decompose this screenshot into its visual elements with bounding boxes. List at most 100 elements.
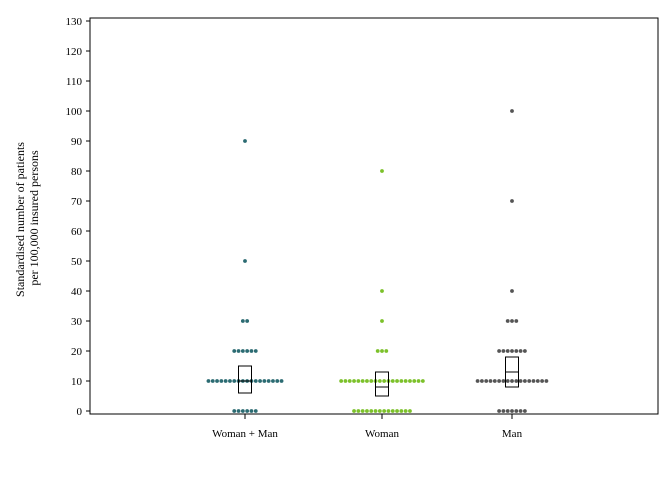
- data-point: [514, 379, 519, 383]
- data-point: [523, 379, 527, 383]
- data-point: [380, 289, 384, 293]
- data-point: [339, 379, 344, 383]
- data-point: [369, 409, 374, 413]
- data-point: [271, 379, 275, 383]
- data-point: [399, 379, 404, 383]
- data-point: [540, 379, 544, 383]
- data-point: [380, 169, 384, 173]
- data-point: [219, 379, 224, 383]
- data-point: [228, 379, 232, 383]
- data-point: [488, 379, 493, 383]
- y-axis: 0 10 20 30 40 50 60 70 80 90 100 110 120 130: [66, 16, 90, 418]
- data-point: [352, 409, 356, 413]
- data-point: [505, 349, 510, 353]
- data-point: [531, 379, 536, 383]
- x-tick-label: Man: [502, 428, 523, 440]
- y-tick-label: 0: [77, 406, 83, 418]
- data-point: [390, 409, 395, 413]
- series-group: [206, 139, 284, 413]
- data-point: [510, 289, 514, 293]
- data-point: [249, 349, 254, 353]
- series-group: [339, 169, 425, 413]
- data-point: [518, 349, 523, 353]
- y-tick-label: 70: [71, 196, 83, 208]
- data-point: [523, 349, 527, 353]
- data-point: [412, 379, 417, 383]
- data-point: [243, 139, 247, 143]
- data-point: [232, 409, 237, 413]
- data-point: [343, 379, 348, 383]
- plot-area-frame: [89, 17, 659, 415]
- data-point: [262, 379, 267, 383]
- data-point: [497, 409, 501, 413]
- data-point: [523, 409, 527, 413]
- data-point: [510, 319, 514, 323]
- data-point: [375, 349, 380, 353]
- y-axis-title: Standardised number of patients per 100,…: [13, 139, 41, 297]
- y-tick-label: 120: [66, 46, 83, 58]
- data-point: [210, 379, 215, 383]
- data-point: [373, 409, 378, 413]
- data-point: [377, 379, 382, 383]
- data-point: [382, 409, 387, 413]
- y-tick-label: 110: [66, 76, 83, 88]
- data-point: [527, 379, 532, 383]
- y-tick-label: 40: [71, 286, 83, 298]
- data-point: [390, 379, 395, 383]
- data-point: [505, 409, 510, 413]
- x-tick-label: Woman: [365, 428, 399, 440]
- data-point: [253, 349, 258, 353]
- data-point: [399, 409, 404, 413]
- data-point: [505, 379, 510, 383]
- y-axis-title-line-2: per 100,000 insured persons: [27, 150, 41, 286]
- data-point: [395, 409, 399, 413]
- box-iqr: [375, 371, 389, 397]
- data-point: [275, 379, 280, 383]
- data-point: [360, 379, 365, 383]
- data-point: [514, 409, 519, 413]
- y-tick-label: 20: [71, 346, 83, 358]
- data-point: [386, 409, 391, 413]
- data-point: [510, 109, 514, 113]
- data-point: [245, 319, 250, 323]
- data-point: [497, 379, 501, 383]
- y-tick-label: 50: [71, 256, 83, 268]
- data-point: [240, 319, 245, 323]
- data-point: [347, 379, 352, 383]
- data-point: [223, 379, 228, 383]
- data-point: [243, 259, 247, 263]
- data-point: [258, 379, 262, 383]
- data-point: [380, 349, 384, 353]
- data-point: [206, 379, 211, 383]
- data-point: [253, 379, 258, 383]
- data-point: [518, 409, 523, 413]
- data-point: [245, 409, 250, 413]
- data-point: [382, 379, 387, 383]
- data-point: [232, 349, 237, 353]
- data-point: [403, 409, 408, 413]
- data-point: [501, 349, 506, 353]
- data-point: [356, 409, 361, 413]
- data-point: [356, 379, 361, 383]
- data-point: [518, 379, 523, 383]
- data-point: [377, 409, 382, 413]
- series-group: [475, 109, 549, 413]
- data-point: [240, 349, 245, 353]
- data-point: [365, 409, 369, 413]
- data-point: [514, 349, 519, 353]
- y-tick-label: 30: [71, 316, 83, 328]
- data-point: [352, 379, 356, 383]
- data-point: [420, 379, 425, 383]
- data-point: [475, 379, 480, 383]
- data-point: [253, 409, 258, 413]
- data-point: [369, 379, 374, 383]
- data-point: [236, 349, 241, 353]
- data-point: [510, 409, 514, 413]
- data-point: [365, 379, 369, 383]
- data-point: [408, 409, 412, 413]
- y-tick-label: 130: [66, 16, 83, 28]
- data-point: [266, 379, 271, 383]
- data-point: [360, 409, 365, 413]
- data-point: [215, 379, 219, 383]
